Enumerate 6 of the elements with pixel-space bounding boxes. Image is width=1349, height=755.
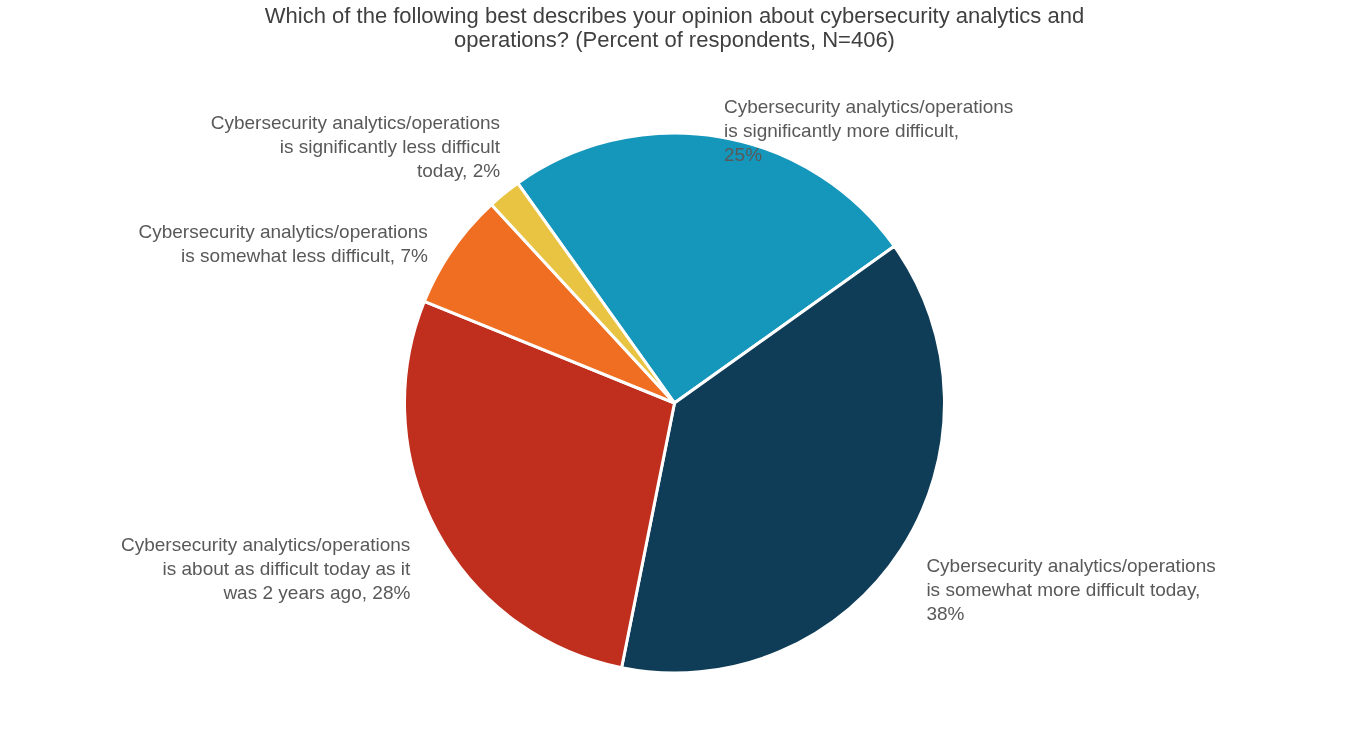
- slice-label: Cybersecurity analytics/operations is somewhat more difficult today, 38%: [926, 554, 1216, 624]
- slice-label: Cybersecurity analytics/operations is about as difficult today as it was 2 years ago, 28%: [121, 534, 412, 604]
- slice-label: Cybersecurity analytics/operations is significantly more difficult, 25%: [724, 96, 1014, 166]
- slice-label: Cybersecurity analytics/operations is significantly less difficult today, 2%: [210, 111, 501, 181]
- slice-label: Cybersecurity analytics/operations is somewhat less difficult, 7%: [138, 221, 428, 267]
- chart-title: Which of the following best describes your opinion about cybersecurity analytics and operations? (Percent of respondents, N=406): [264, 3, 1085, 52]
